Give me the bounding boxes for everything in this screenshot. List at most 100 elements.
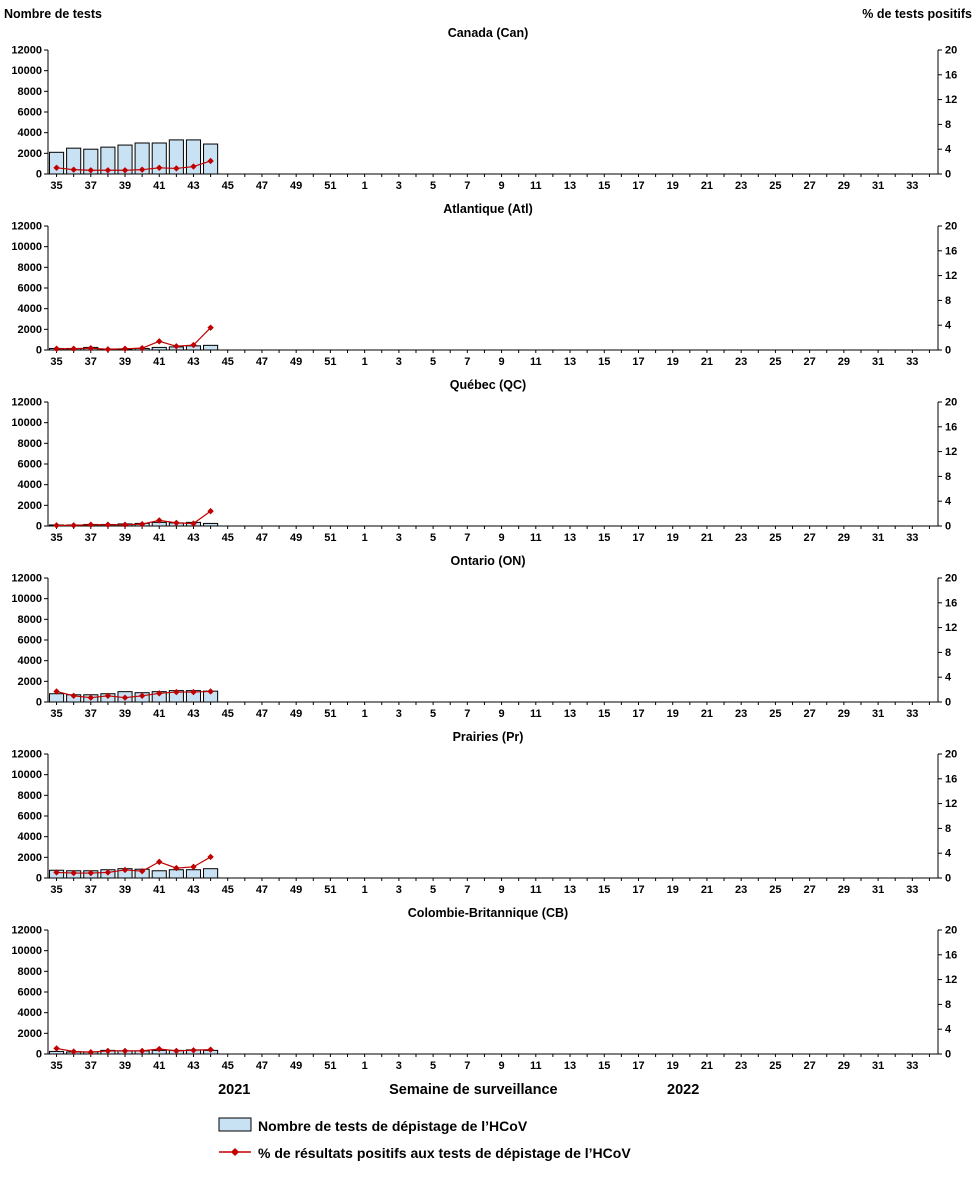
- svg-text:4: 4: [945, 848, 952, 860]
- svg-text:19: 19: [667, 708, 679, 720]
- legend-label: Nombre de tests de dépistage de l’HCoV: [258, 1117, 528, 1134]
- svg-text:16: 16: [945, 421, 957, 433]
- panel-title: Ontario (ON): [450, 554, 526, 568]
- svg-text:9: 9: [498, 708, 504, 720]
- svg-text:21: 21: [701, 532, 713, 544]
- svg-text:27: 27: [804, 356, 816, 368]
- panel-ontario: Ontario (ON) 0 2000 4000 6000 8000 10000 12000…: [0, 552, 976, 728]
- svg-text:15: 15: [598, 1060, 610, 1072]
- svg-text:11: 11: [530, 180, 542, 192]
- svg-text:49: 49: [290, 1060, 302, 1072]
- svg-text:39: 39: [119, 708, 131, 720]
- svg-text:5: 5: [430, 884, 436, 896]
- svg-text:16: 16: [945, 245, 957, 257]
- svg-text:6000: 6000: [18, 107, 42, 119]
- svg-text:16: 16: [945, 773, 957, 785]
- legend-item-pct-positive: % de résultats positifs aux tests de dép…: [218, 1139, 976, 1166]
- svg-text:33: 33: [906, 884, 918, 896]
- svg-text:45: 45: [222, 356, 234, 368]
- svg-text:0: 0: [945, 521, 951, 533]
- svg-text:3: 3: [396, 532, 402, 544]
- svg-text:4000: 4000: [18, 303, 42, 315]
- svg-text:47: 47: [256, 1060, 268, 1072]
- svg-text:21: 21: [701, 884, 713, 896]
- svg-text:21: 21: [701, 708, 713, 720]
- svg-text:4: 4: [945, 672, 952, 684]
- svg-text:13: 13: [564, 356, 576, 368]
- svg-text:16: 16: [945, 69, 957, 81]
- svg-text:45: 45: [222, 708, 234, 720]
- svg-text:13: 13: [564, 532, 576, 544]
- svg-text:25: 25: [769, 884, 781, 896]
- svg-text:6000: 6000: [18, 283, 42, 295]
- svg-text:47: 47: [256, 884, 268, 896]
- svg-text:27: 27: [804, 1060, 816, 1072]
- svg-text:0: 0: [36, 345, 42, 357]
- svg-text:9: 9: [498, 1060, 504, 1072]
- svg-text:2000: 2000: [18, 500, 42, 512]
- svg-text:4000: 4000: [18, 655, 42, 667]
- svg-text:37: 37: [85, 1060, 97, 1072]
- svg-text:4: 4: [945, 320, 952, 332]
- svg-text:0: 0: [36, 521, 42, 533]
- svg-text:17: 17: [632, 708, 644, 720]
- svg-text:5: 5: [430, 1060, 436, 1072]
- svg-text:25: 25: [769, 180, 781, 192]
- svg-text:4000: 4000: [18, 127, 42, 139]
- svg-text:9: 9: [498, 884, 504, 896]
- svg-text:49: 49: [290, 356, 302, 368]
- svg-text:7: 7: [464, 884, 470, 896]
- svg-text:23: 23: [735, 532, 747, 544]
- svg-text:19: 19: [667, 532, 679, 544]
- svg-text:27: 27: [804, 180, 816, 192]
- svg-text:43: 43: [187, 884, 199, 896]
- svg-text:31: 31: [872, 1060, 884, 1072]
- svg-text:39: 39: [119, 884, 131, 896]
- svg-text:12: 12: [945, 798, 957, 810]
- svg-text:31: 31: [872, 532, 884, 544]
- panel-title: Prairies (Pr): [452, 730, 524, 744]
- svg-text:25: 25: [769, 1060, 781, 1072]
- svg-text:9: 9: [498, 532, 504, 544]
- svg-text:51: 51: [324, 708, 336, 720]
- svg-text:29: 29: [838, 356, 850, 368]
- svg-text:41: 41: [153, 708, 165, 720]
- svg-text:33: 33: [906, 532, 918, 544]
- svg-text:35: 35: [50, 532, 62, 544]
- svg-text:8: 8: [945, 999, 951, 1011]
- svg-text:0: 0: [36, 697, 42, 709]
- svg-text:0: 0: [36, 873, 42, 885]
- bar-swatch-icon: [218, 1117, 252, 1135]
- axis-titles-row: Nombre de tests % de tests positifs: [0, 4, 976, 24]
- svg-text:5: 5: [430, 180, 436, 192]
- svg-text:13: 13: [564, 180, 576, 192]
- svg-text:45: 45: [222, 180, 234, 192]
- svg-text:33: 33: [906, 708, 918, 720]
- svg-text:11: 11: [530, 532, 542, 544]
- svg-text:35: 35: [50, 1060, 62, 1072]
- svg-text:31: 31: [872, 180, 884, 192]
- panel-colombie-britannique: Colombie-Britannique (CB) 0 2000 4000 6000 8…: [0, 904, 976, 1080]
- svg-text:2000: 2000: [18, 676, 42, 688]
- svg-text:21: 21: [701, 180, 713, 192]
- svg-text:23: 23: [735, 708, 747, 720]
- svg-text:51: 51: [324, 884, 336, 896]
- svg-text:37: 37: [85, 180, 97, 192]
- svg-text:23: 23: [735, 356, 747, 368]
- svg-text:45: 45: [222, 532, 234, 544]
- svg-text:3: 3: [396, 884, 402, 896]
- svg-text:12000: 12000: [11, 397, 42, 409]
- svg-text:19: 19: [667, 1060, 679, 1072]
- svg-text:5: 5: [430, 532, 436, 544]
- year-label-2022: 2022: [667, 1082, 700, 1098]
- svg-text:51: 51: [324, 356, 336, 368]
- svg-text:33: 33: [906, 356, 918, 368]
- svg-text:39: 39: [119, 356, 131, 368]
- svg-text:39: 39: [119, 1060, 131, 1072]
- svg-text:12000: 12000: [11, 45, 42, 57]
- panel-title: Canada (Can): [447, 26, 529, 40]
- svg-text:37: 37: [85, 884, 97, 896]
- svg-text:49: 49: [290, 708, 302, 720]
